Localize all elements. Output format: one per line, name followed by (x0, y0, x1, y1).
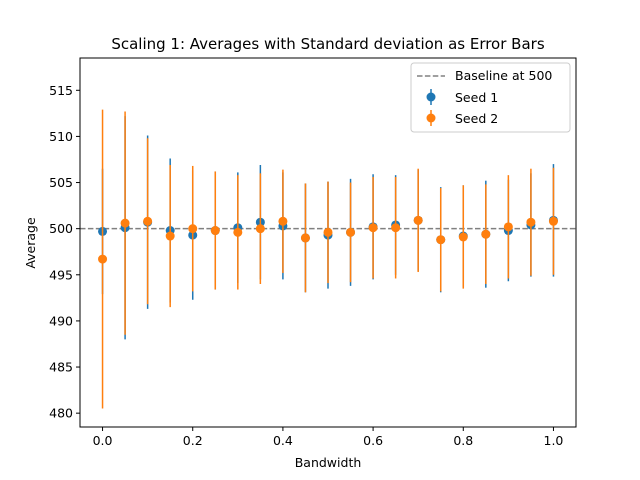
x-axis: 0.0 0.2 0.4 0.6 0.8 1.0 (93, 427, 564, 448)
y-tick-label: 505 (49, 175, 73, 190)
legend-seed-1-marker (426, 92, 436, 102)
data-point (98, 254, 108, 264)
data-point (503, 222, 513, 232)
y-tick-label: 500 (49, 221, 73, 236)
x-tick-label: 0.8 (453, 433, 473, 448)
y-tick-label: 485 (49, 360, 73, 375)
legend-label-seed-2: Seed 2 (455, 111, 498, 126)
y-axis-label: Average (23, 217, 38, 269)
x-tick-label: 1.0 (544, 433, 564, 448)
legend: Baseline at 500 Seed 1 Seed 2 (410, 62, 571, 133)
data-point (391, 223, 401, 233)
x-tick-label: 0.2 (183, 433, 203, 448)
chart-title: Scaling 1: Averages with Standard deviat… (111, 35, 544, 53)
series-seed-2 (98, 109, 558, 409)
y-tick-label: 490 (49, 313, 73, 328)
data-point (165, 231, 175, 241)
data-point (188, 224, 198, 234)
data-point (548, 216, 558, 226)
data-point (436, 235, 446, 245)
legend-frame (410, 62, 571, 133)
axes-frame (79, 57, 577, 428)
data-point (143, 216, 153, 226)
data-point (526, 217, 536, 227)
x-tick-label: 0.0 (93, 433, 113, 448)
x-tick-label: 0.4 (273, 433, 293, 448)
y-tick-label: 510 (49, 129, 73, 144)
data-point (210, 226, 220, 236)
data-point (368, 223, 378, 233)
data-point (458, 232, 468, 242)
data-point (278, 216, 288, 226)
data-point (323, 227, 333, 237)
legend-seed-2-marker (426, 113, 436, 123)
legend-label-seed-1: Seed 1 (455, 90, 498, 105)
y-axis: 480 485 490 495 500 505 510 515 (49, 83, 80, 421)
data-point (346, 227, 356, 237)
y-tick-label: 480 (49, 406, 73, 421)
data-point (255, 224, 265, 234)
y-tick-label: 495 (49, 267, 73, 282)
data-point (300, 233, 310, 243)
plot-area (80, 109, 576, 409)
data-point (413, 215, 423, 225)
x-tick-label: 0.6 (363, 433, 383, 448)
legend-label-baseline: Baseline at 500 (455, 68, 552, 83)
x-axis-label: Bandwidth (295, 455, 362, 470)
data-point (481, 229, 491, 239)
y-tick-label: 515 (49, 83, 73, 98)
data-point (120, 218, 130, 228)
data-point (233, 227, 243, 237)
